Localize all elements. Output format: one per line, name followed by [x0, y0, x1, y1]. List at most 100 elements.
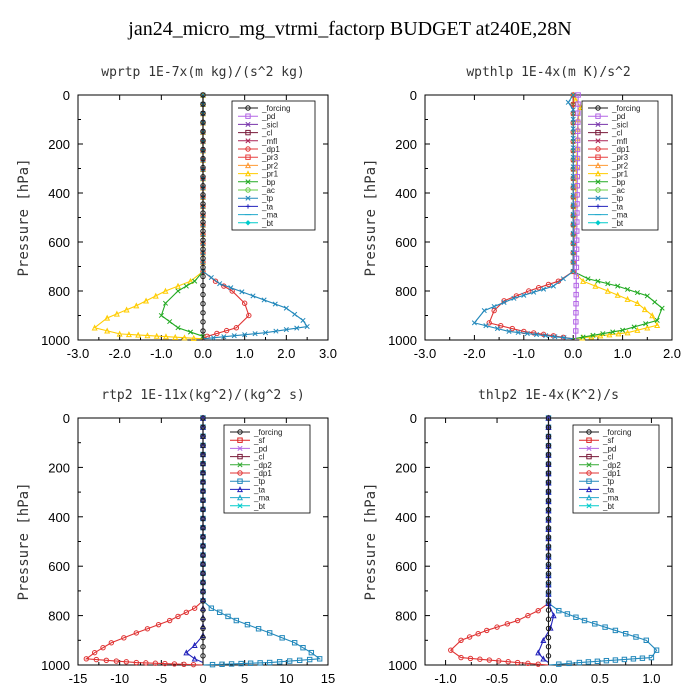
- panel1-point-forcing: [200, 237, 206, 243]
- panel3-point-forcing: [200, 470, 206, 476]
- panel4-point-tp: [592, 621, 598, 627]
- panel2-point-tp: [521, 292, 527, 298]
- panel3-point-dp1: [108, 640, 115, 646]
- panel2-legend-label: _pd: [611, 112, 625, 121]
- panel3-point-ta: [183, 649, 190, 656]
- panel1-point-pr1: [104, 327, 111, 334]
- panel1-point-forcing: [200, 119, 206, 125]
- panel2-point-tp: [501, 299, 507, 305]
- panel1-point-pr1: [135, 331, 142, 338]
- panel4-point-tp: [639, 655, 646, 661]
- panel1-point-pr1: [153, 332, 160, 339]
- panel3-legend-label: _forcing: [253, 428, 282, 437]
- panel2-point-dp1: [530, 330, 537, 336]
- panel1-point-pr1: [143, 297, 150, 304]
- panel4-legend-marker: [586, 437, 592, 443]
- panel1-legend-label: _sicl: [261, 120, 278, 129]
- panel3-point-forcing: [200, 653, 206, 659]
- panel3-point-forcing: [200, 552, 206, 558]
- panel3-point-dp1: [144, 626, 151, 632]
- panel4-point-tp: [612, 657, 619, 663]
- panel4-point-tp: [621, 656, 628, 663]
- panel1-legend-label: _tp: [261, 194, 274, 203]
- panel3-point-forcing: [200, 534, 206, 540]
- panel3-point-forcing: [200, 561, 206, 568]
- panel4-point-tp: [603, 657, 610, 664]
- panel3-point-forcing: [200, 451, 206, 458]
- panel2-legend-marker: [595, 187, 601, 193]
- panel4-point-dp1: [514, 659, 521, 666]
- panel4-point-dp1: [448, 647, 454, 653]
- panel3-ylabel: Pressure [hPa]: [16, 482, 32, 600]
- panel3-legend-marker: [237, 453, 243, 460]
- panel2-legend-label: _ta: [611, 202, 624, 211]
- panel3-point-dp1: [103, 657, 110, 664]
- panel3-point-forcing: [200, 415, 206, 421]
- panel3-point-forcing: [200, 525, 206, 531]
- panel4-point-dp1: [458, 654, 464, 661]
- panel1-ytick-label: 0: [63, 88, 70, 103]
- panel4-legend-label: _dp1: [602, 469, 621, 478]
- panel2-point-pd: [574, 219, 580, 225]
- panel1-point-forcing: [200, 319, 206, 325]
- panel1-point-pr1: [91, 324, 98, 331]
- panel2-point-pr1: [624, 329, 631, 336]
- panel2-point-tp: [533, 332, 540, 338]
- panel2-point-pd: [573, 301, 579, 307]
- panel4-point-forcing: [545, 497, 552, 504]
- panel2-point-tp: [560, 276, 566, 282]
- panel2-legend-marker: [595, 113, 601, 119]
- panel2-point-bp: [654, 317, 660, 323]
- panel1-point-pr1: [116, 330, 123, 337]
- panel1-legend-marker: [244, 162, 252, 169]
- panel3-xtick-label: 15: [321, 671, 335, 686]
- panel3-legend-label: _cl: [253, 453, 264, 462]
- panel1-point-forcing: [200, 282, 206, 289]
- panel2-point-tp: [494, 326, 501, 332]
- panel1-xtick-label: -2.0: [108, 346, 130, 361]
- panel4-point-forcing: [545, 479, 552, 485]
- panel2-legend-marker: [595, 129, 601, 136]
- panel1-point-tp: [261, 297, 267, 303]
- panel2-point-tp: [570, 107, 576, 113]
- panel4-point-tp: [653, 647, 660, 653]
- panel1-point-forcing: [200, 310, 206, 316]
- panel4-legend-label: _ma: [602, 494, 619, 503]
- panel3-legend-label: _ma: [253, 494, 270, 503]
- panel4-xtick-label: 0.0: [539, 671, 557, 686]
- panel1-legend-label: _pd: [261, 112, 275, 121]
- panel3-point-forcing: [200, 506, 206, 513]
- panel4-point-dp1: [477, 656, 483, 662]
- panel2-point-tp: [471, 320, 477, 326]
- panel4-point-tp: [564, 611, 571, 617]
- panel4-point-tp: [648, 654, 655, 661]
- panel4-point-tp: [556, 661, 562, 667]
- panel2-point-pd: [573, 264, 580, 271]
- panel3-ytick-label: 600: [48, 559, 70, 574]
- panel3-point-dp1: [133, 630, 140, 636]
- panel4-point-tp: [630, 656, 637, 662]
- panel2-point-pd: [574, 183, 580, 189]
- panel4-point-forcing: [545, 543, 552, 549]
- panel4-point-forcing: [545, 579, 552, 586]
- panel1-point-forcing: [200, 128, 206, 134]
- panel2-point-pd: [573, 291, 579, 298]
- panel2-ytick-label: 200: [395, 137, 417, 152]
- panel4-point-dp1: [475, 631, 481, 637]
- panel1-xtick-label: -1.0: [150, 346, 172, 361]
- panel2-point-pd: [574, 228, 580, 234]
- panel3-point-tp: [308, 649, 315, 656]
- panel4-xtick-label: -1.0: [434, 671, 456, 686]
- panel3-legend-marker: [237, 478, 243, 484]
- panel2-point-tp: [570, 116, 576, 122]
- panel4-point-tp: [573, 614, 579, 620]
- panel2-point-tp: [561, 335, 567, 341]
- panel3-point-tp: [233, 617, 240, 624]
- panel3-point-tp: [244, 621, 251, 628]
- panel1-legend-marker: [245, 187, 251, 193]
- panel1-point-dp1: [212, 278, 219, 284]
- panel1-point-tp: [217, 281, 223, 287]
- panel3-legend-label: _sf: [253, 436, 265, 445]
- panel3-legend-marker: [237, 470, 243, 476]
- panel1-legend-label: _ac: [261, 186, 275, 195]
